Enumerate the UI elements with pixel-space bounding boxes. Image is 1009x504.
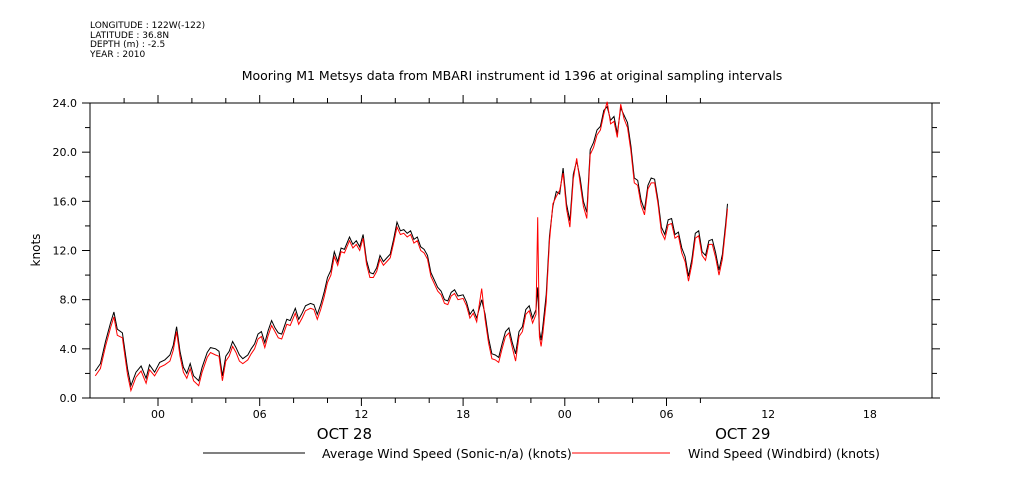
depth-label: DEPTH (m) : -2.5 <box>90 40 166 50</box>
date-label: OCT 29 <box>715 425 770 443</box>
series-line-1 <box>94 105 728 388</box>
chart-title: Mooring M1 Metsys data from MBARI instru… <box>242 68 783 83</box>
series-line-2 <box>94 101 728 393</box>
x-tick-label: 18 <box>456 408 470 421</box>
legend-label-1: Average Wind Speed (Sonic-n/a) (knots) <box>322 446 572 461</box>
y-tick-label: 12.0 <box>53 245 78 258</box>
y-tick-label: 0.0 <box>60 392 78 405</box>
axis-ticks: 0.0 4.0 8.0 12.0 16.0 20.0 24.0 00 06 12 18 00 06 12 1… <box>53 95 940 443</box>
x-tick-label: 12 <box>761 408 775 421</box>
longitude-label: LONGITUDE : 122W(-122) <box>90 21 206 31</box>
y-tick-label: 24.0 <box>53 97 78 110</box>
y-tick-label: 8.0 <box>60 294 78 307</box>
series-layer <box>94 101 728 393</box>
legend: Average Wind Speed (Sonic-n/a) (knots) Wi… <box>203 446 880 461</box>
legend-label-2: Wind Speed (Windbird) (knots) <box>688 446 880 461</box>
x-tick-label: 18 <box>863 408 877 421</box>
y-tick-label: 20.0 <box>53 146 78 159</box>
y-tick-label: 16.0 <box>53 195 78 208</box>
x-tick-label: 00 <box>151 408 165 421</box>
y-tick-label: 4.0 <box>60 343 78 356</box>
y-axis-label: knots <box>29 234 43 267</box>
x-tick-label: 12 <box>354 408 368 421</box>
date-label: OCT 28 <box>317 425 372 443</box>
year-label: YEAR : 2010 <box>90 49 146 60</box>
x-tick-label: 00 <box>558 408 572 421</box>
x-tick-label: 06 <box>253 408 267 421</box>
x-tick-label: 06 <box>660 408 674 421</box>
latitude-label: LATITUDE : 36.8N <box>90 30 170 41</box>
plot-frame <box>89 102 933 399</box>
metadata-block: LONGITUDE : 122W(-122) LATITUDE : 36.8N … <box>90 21 206 60</box>
